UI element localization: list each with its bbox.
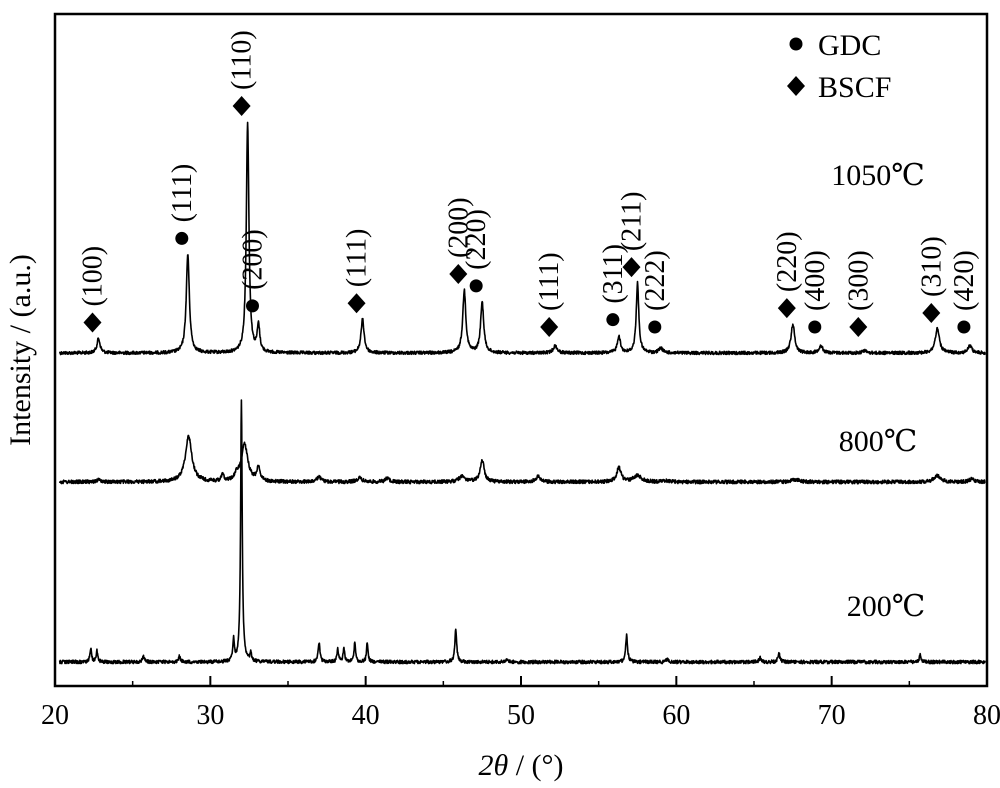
bscf-diamond-marker bbox=[622, 257, 641, 278]
hkl-label: (300) bbox=[843, 250, 874, 311]
hkl-label: (211) bbox=[617, 192, 648, 252]
bscf-diamond-marker bbox=[347, 293, 366, 314]
gdc-circle-marker bbox=[469, 279, 483, 293]
hkl-label: (111) bbox=[342, 229, 373, 288]
plot-frame bbox=[53, 12, 989, 688]
series-line-1 bbox=[58, 434, 986, 485]
hkl-label: (220) bbox=[772, 231, 803, 292]
legend-gdc-circle-icon bbox=[789, 37, 803, 51]
x-tick-label: 80 bbox=[973, 700, 1000, 731]
legend: GDC BSCF bbox=[787, 29, 891, 104]
hkl-label: (100) bbox=[77, 246, 108, 307]
hkl-label: (420) bbox=[949, 250, 980, 311]
bscf-diamond-marker bbox=[232, 95, 251, 116]
bscf-diamond-marker bbox=[849, 317, 868, 337]
series-line-2 bbox=[58, 399, 986, 665]
hkl-label: (310) bbox=[916, 236, 947, 297]
series-line-0 bbox=[58, 121, 986, 356]
legend-bscf-label: BSCF bbox=[818, 71, 891, 104]
x-tick-label: 30 bbox=[196, 700, 224, 731]
hkl-label: (111) bbox=[534, 252, 565, 311]
hkl-label: (222) bbox=[640, 250, 671, 311]
bscf-diamond-marker bbox=[449, 264, 468, 285]
bscf-diamond-marker bbox=[777, 298, 796, 319]
x-axis-title-theta: 2θ bbox=[478, 749, 508, 782]
gdc-circle-marker bbox=[175, 231, 189, 245]
x-axis-title: 2θ / (°) bbox=[478, 749, 563, 782]
x-tick-label: 50 bbox=[507, 700, 535, 731]
x-axis-ticks: 20 30 40 50 60 70 80 bbox=[41, 676, 1000, 731]
gdc-circle-marker bbox=[957, 320, 971, 334]
hkl-label: (200) bbox=[237, 229, 268, 290]
series-layer bbox=[58, 121, 986, 665]
legend-bscf-diamond-icon bbox=[787, 76, 805, 96]
bscf-diamond-marker bbox=[540, 317, 559, 337]
gdc-circle-marker bbox=[245, 299, 259, 313]
hkl-label: (311) bbox=[598, 244, 629, 304]
hkl-label: (400) bbox=[800, 250, 831, 311]
x-axis-title-unit: / (°) bbox=[508, 749, 563, 782]
bscf-diamond-marker bbox=[922, 302, 941, 323]
hkl-label: (110) bbox=[227, 30, 258, 90]
x-tick-label: 40 bbox=[352, 700, 380, 731]
x-tick-label: 20 bbox=[41, 700, 69, 731]
gdc-circle-marker bbox=[648, 320, 662, 334]
gdc-circle-marker bbox=[808, 320, 822, 334]
series-label: 800℃ bbox=[839, 425, 918, 458]
peak-annotations: (100)(111)(110)(200) (111)(200)(220)(111)… bbox=[77, 30, 980, 337]
hkl-label: (200) bbox=[443, 197, 474, 258]
y-axis-title: Intensity / (a.u.) bbox=[4, 254, 37, 446]
series-labels: 1050℃ 800℃ 200℃ bbox=[831, 159, 925, 623]
gdc-circle-marker bbox=[606, 313, 620, 327]
legend-gdc-label: GDC bbox=[818, 29, 881, 62]
x-tick-label: 70 bbox=[818, 700, 846, 731]
hkl-label: (111) bbox=[167, 164, 198, 223]
hkl-label: (220) bbox=[461, 209, 492, 270]
series-label: 1050℃ bbox=[831, 159, 925, 192]
bscf-diamond-marker bbox=[83, 312, 102, 333]
x-tick-label: 60 bbox=[662, 700, 690, 731]
series-label: 200℃ bbox=[847, 590, 926, 623]
